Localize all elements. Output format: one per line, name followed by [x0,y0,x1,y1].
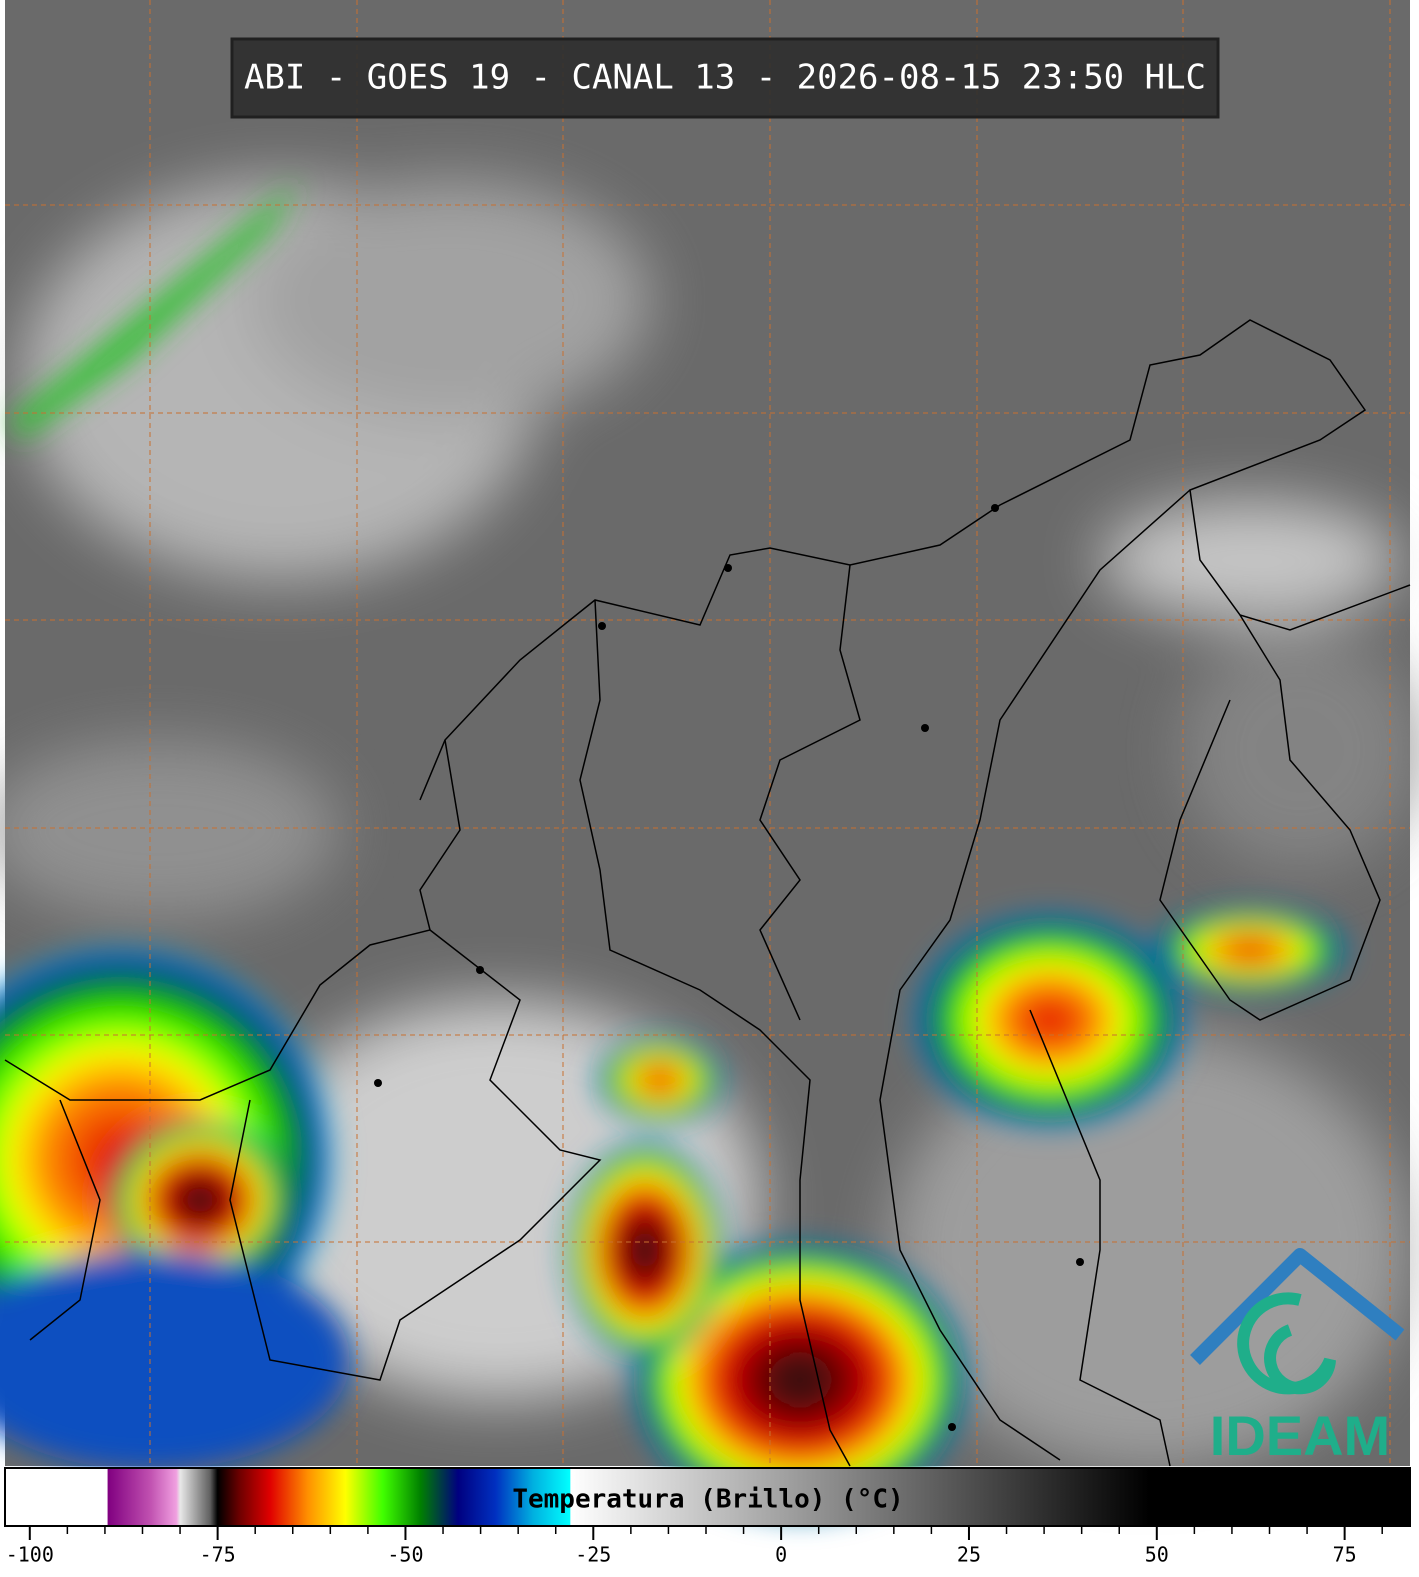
satellite-image [0,0,1419,1520]
tick-label: -75 [200,1543,236,1567]
borders [4,319,1411,1467]
logo: IDEAM [1190,1248,1405,1467]
tick-label: -50 [387,1543,423,1567]
city-markers [374,504,1084,1431]
map-grid [5,0,1410,1466]
colorbar: Temperatura (Brillo) (°C) -100 -75 -50 -25 0… [4,1467,1411,1567]
logo-text: IDEAM [1210,1404,1390,1467]
title-box: ABI - GOES 19 - CANAL 13 - 2026-08-15 23… [230,37,1220,119]
tick-label: 50 [1145,1543,1169,1567]
tick-label: 75 [1333,1543,1357,1567]
title: ABI - GOES 19 - CANAL 13 - 2026-08-15 23… [244,58,1206,98]
tick-label: -100 [6,1543,54,1567]
tick-label: 0 [775,1543,787,1567]
tick-label: 25 [957,1543,981,1567]
colorbar-ramp [4,1467,1411,1527]
tick-label: -25 [575,1543,611,1567]
colorbar-label: Temperatura (Brillo) (°C) [512,1485,903,1515]
